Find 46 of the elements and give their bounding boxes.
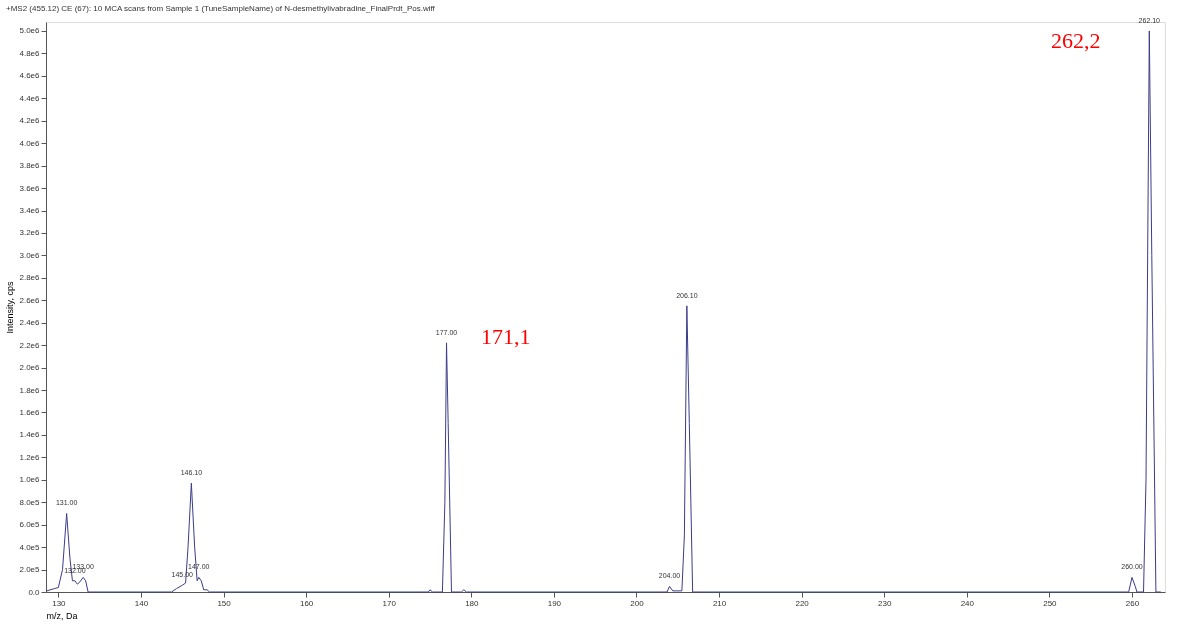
x-tick-label: 160 bbox=[299, 598, 314, 608]
y-tick-label: 3.6e6 bbox=[19, 183, 41, 193]
x-tick-label: 170 bbox=[382, 598, 397, 608]
x-tick-label: 220 bbox=[795, 598, 810, 608]
y-tick-label: 2.8e6 bbox=[19, 273, 41, 283]
y-tick-label: 8.0e5 bbox=[19, 497, 41, 507]
y-tick-label: 2.0e5 bbox=[19, 565, 41, 575]
y-tick-label: 2.0e6 bbox=[19, 363, 41, 373]
y-tick-label: 1.4e6 bbox=[19, 430, 41, 440]
annotation: 171,1 bbox=[481, 324, 531, 349]
annotation: 262,2 bbox=[1051, 28, 1101, 53]
y-tick-label: 3.8e6 bbox=[19, 161, 41, 171]
x-tick-label: 150 bbox=[217, 598, 232, 608]
y-tick-label: 2.4e6 bbox=[19, 318, 41, 328]
line-series bbox=[46, 30, 1162, 593]
y-tick-label: 3.0e6 bbox=[19, 250, 41, 260]
y-tick-label: 4.0e5 bbox=[19, 542, 41, 552]
x-tick-label: 190 bbox=[547, 598, 562, 608]
y-tick-label: 1.2e6 bbox=[19, 452, 41, 462]
x-tick-label: 250 bbox=[1043, 598, 1058, 608]
y-tick-label: 4.2e6 bbox=[19, 116, 41, 126]
y-tick-label: 6.0e5 bbox=[19, 520, 41, 530]
x-tick-label: 130 bbox=[52, 598, 67, 608]
y-tick-label: 2.6e6 bbox=[19, 295, 41, 305]
y-tick-label: 1.8e6 bbox=[19, 385, 41, 395]
x-axis-title: m/z, Da bbox=[46, 610, 78, 621]
y-tick-label: 1.6e6 bbox=[19, 407, 41, 417]
y-tick-label: 3.2e6 bbox=[19, 228, 41, 238]
y-axis-title: Intensity, cps bbox=[5, 281, 16, 334]
y-tick-label: 1.0e6 bbox=[19, 475, 41, 485]
y-tick-label: 3.4e6 bbox=[19, 206, 41, 215]
x-tick-label: 240 bbox=[960, 598, 975, 608]
y-tick-label: 4.0e6 bbox=[19, 138, 41, 148]
y-tick-label: 4.8e6 bbox=[19, 48, 41, 58]
y-tick-label: 5.0e6 bbox=[19, 26, 41, 36]
y-tick-label: 2.2e6 bbox=[19, 340, 41, 350]
y-tick-label: 0.0 bbox=[28, 587, 41, 597]
y-tick-label: 4.6e6 bbox=[19, 71, 41, 81]
chart-title: +MS2 (455.12) CE (67): 10 MCA scans from Sample 1 (TuneSampleName) of N-desmethylivabradine_FinalPrdt_Pos.wiff bbox=[5, 3, 436, 13]
x-tick-label: 180 bbox=[465, 598, 480, 608]
x-tick-label: 210 bbox=[712, 598, 727, 608]
x-tick-label: 140 bbox=[134, 598, 149, 608]
x-tick-label: 200 bbox=[630, 598, 645, 608]
x-tick-label: 260 bbox=[1125, 598, 1140, 608]
x-tick-label: 230 bbox=[878, 598, 892, 608]
y-tick-label: 4.4e6 bbox=[19, 93, 41, 103]
